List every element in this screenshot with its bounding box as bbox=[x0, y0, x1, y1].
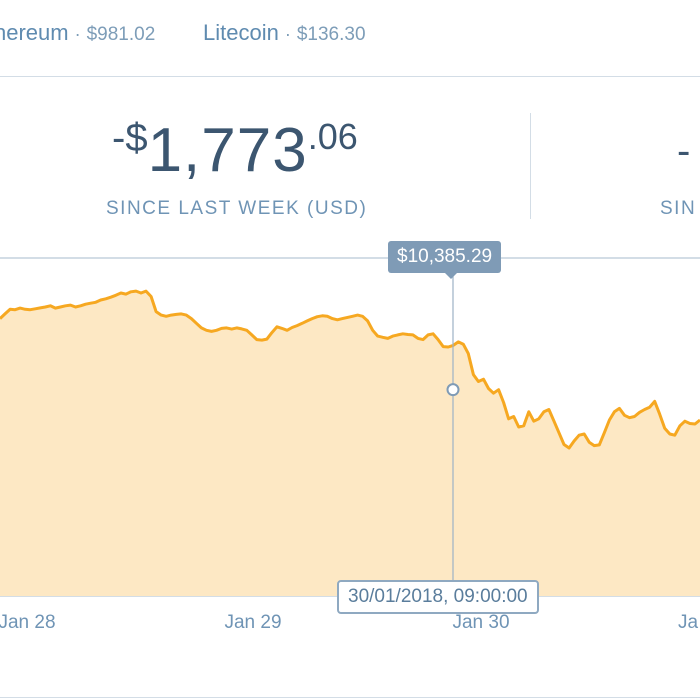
ticker-name: hereum bbox=[0, 20, 69, 45]
stats-divider bbox=[530, 113, 531, 219]
price-change-prefix: -$ bbox=[112, 116, 148, 160]
price-chart[interactable]: $10,385.29 30/01/2018, 09:00:00 Jan 28 J… bbox=[0, 241, 700, 698]
price-area-fill bbox=[0, 291, 700, 596]
hover-time-tooltip: 30/01/2018, 09:00:00 bbox=[337, 580, 539, 614]
x-axis-tick-jan-31: Ja bbox=[677, 612, 699, 633]
ticker-name: Litecoin bbox=[203, 20, 279, 45]
ticker-ethereum[interactable]: hereum · $981.02 bbox=[0, 20, 155, 46]
price-change-cents: .06 bbox=[307, 116, 358, 157]
ticker-price: $136.30 bbox=[296, 24, 366, 45]
hover-price-tooltip: $10,385.29 bbox=[388, 241, 502, 279]
price-change-label: SINCE LAST WEEK (USD) bbox=[106, 198, 368, 219]
ticker-price: $981.02 bbox=[86, 24, 156, 45]
percent-change-label: SIN bbox=[660, 198, 697, 219]
ticker-bar: hereum · $981.02 Litecoin · $136.30 bbox=[0, 0, 700, 77]
percent-change-value: - bbox=[677, 129, 691, 173]
price-line bbox=[0, 289, 700, 450]
price-change-value: -$1,773.06 bbox=[112, 115, 358, 186]
ticker-separator: · bbox=[74, 24, 81, 44]
ticker-litecoin[interactable]: Litecoin · $136.30 bbox=[203, 20, 366, 46]
bottom-divider bbox=[0, 697, 700, 698]
x-axis-tick-jan-28: Jan 28 bbox=[0, 612, 56, 633]
hover-point[interactable] bbox=[446, 383, 460, 397]
x-axis-tick-jan-30: Jan 30 bbox=[452, 612, 510, 633]
price-change-main: 1,773 bbox=[147, 116, 308, 185]
stats-panel: -$1,773.06 SINCE LAST WEEK (USD) - SIN bbox=[0, 77, 700, 258]
ticker-separator: · bbox=[284, 24, 291, 44]
x-axis-tick-jan-29: Jan 29 bbox=[224, 612, 282, 633]
price-chart-svg[interactable] bbox=[0, 258, 700, 698]
